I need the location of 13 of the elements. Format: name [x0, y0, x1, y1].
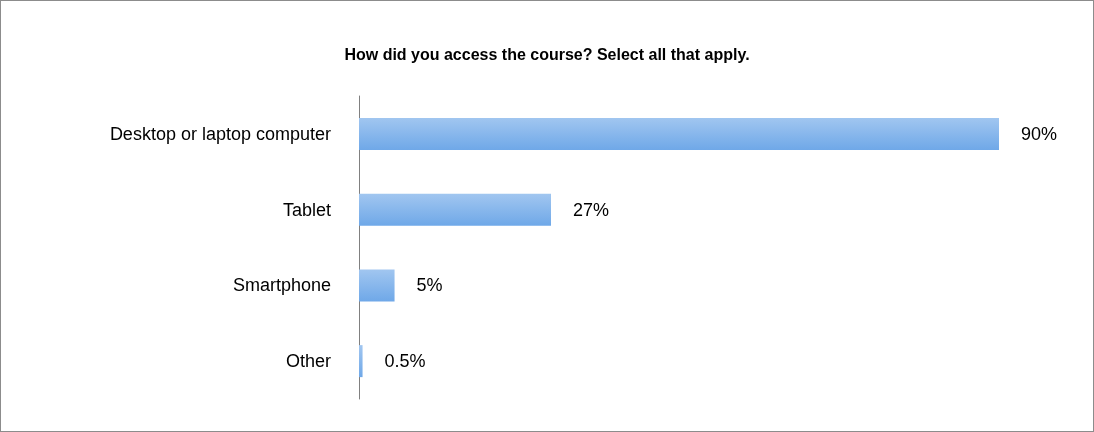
data-label: 90% — [1021, 123, 1058, 144]
y-tick-label: Tablet — [282, 199, 331, 220]
bar — [359, 269, 395, 302]
y-tick-label: Smartphone — [232, 275, 331, 296]
data-label: 0.5% — [384, 351, 426, 372]
data-label: 5% — [416, 275, 443, 296]
bar — [359, 117, 999, 150]
y-tick-label: Desktop or laptop computer — [109, 123, 331, 144]
bar — [359, 345, 363, 378]
data-label: 27% — [573, 199, 610, 220]
bar — [359, 193, 551, 226]
y-tick-label: Other — [285, 351, 331, 372]
chart-title: How did you access the course? Select all that apply. — [344, 45, 750, 63]
